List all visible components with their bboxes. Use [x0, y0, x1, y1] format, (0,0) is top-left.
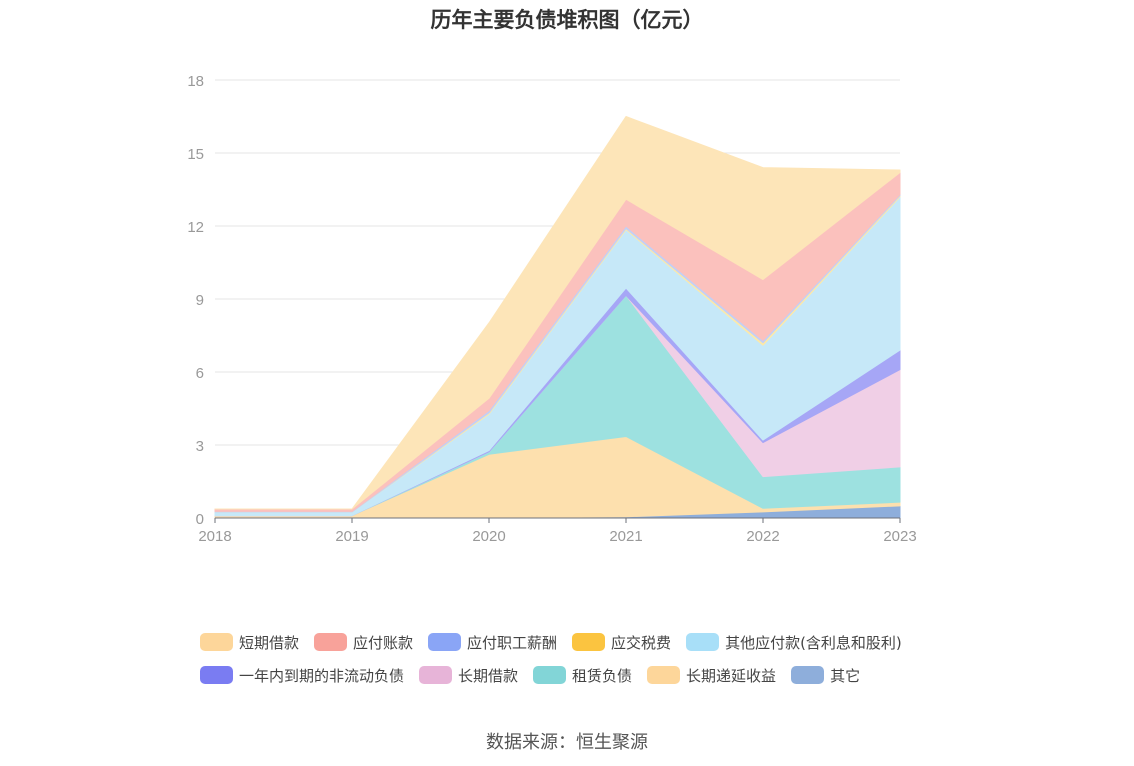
legend-label: 应付职工薪酬 [467, 633, 558, 652]
y-tick-label: 18 [187, 73, 204, 90]
legend-label: 应付账款 [353, 633, 414, 652]
y-tick-label: 15 [187, 146, 204, 163]
y-tick-label: 0 [196, 511, 204, 528]
legend-swatch [200, 633, 233, 651]
legend-item[interactable]: 其他应付款(含利息和股利) [686, 632, 902, 653]
legend-label: 一年内到期的非流动负债 [239, 666, 405, 685]
y-tick-label: 3 [196, 438, 204, 455]
legend-label: 长期递延收益 [686, 666, 777, 685]
legend-swatch [200, 666, 233, 684]
area-短期借款 [214, 116, 901, 510]
x-tick-label: 2018 [198, 528, 231, 545]
legend-row: 短期借款 应付账款 应付职工薪酬 应交税费 其他应付款(含利息和股利) [200, 630, 980, 654]
legend-item[interactable]: 长期递延收益 [647, 665, 776, 686]
legend-swatch [791, 666, 825, 684]
legend-label: 长期借款 [458, 666, 519, 685]
legend-row: 一年内到期的非流动负债 长期借款 租赁负债 长期递延收益 其它 [200, 663, 980, 687]
legend-label: 租赁负债 [572, 666, 633, 685]
legend-item[interactable]: 应付账款 [314, 632, 413, 653]
data-source: 数据来源：恒生聚源 [486, 732, 648, 753]
stacked-area-chart: 0 3 6 9 12 15 18 2018 2019 2020 2021 2022 2023 [187, 73, 916, 545]
x-tick-label: 2022 [746, 528, 779, 545]
chart-title: 历年主要负债堆积图（亿元） [430, 8, 704, 32]
legend-item[interactable]: 应付职工薪酬 [428, 632, 557, 653]
x-tick-label: 2019 [335, 528, 368, 545]
legend-swatch [572, 633, 606, 651]
legend-item[interactable]: 其它 [791, 665, 860, 686]
x-tick-label: 2023 [883, 528, 916, 545]
legend-swatch [647, 666, 681, 684]
legend-label: 其他应付款(含利息和股利) [725, 633, 902, 652]
area-series [214, 116, 901, 519]
legend-item[interactable]: 短期借款 [200, 632, 299, 653]
y-tick-label: 9 [196, 292, 204, 309]
legend-swatch [314, 633, 348, 651]
legend-label: 短期借款 [239, 633, 300, 652]
legend-item[interactable]: 长期借款 [419, 665, 518, 686]
legend: 短期借款 应付账款 应付职工薪酬 应交税费 其他应付款(含利息和股利) 一年内到期的非流… [200, 630, 980, 696]
legend-swatch [686, 633, 720, 651]
legend-swatch [419, 666, 453, 684]
legend-item[interactable]: 租赁负债 [533, 665, 632, 686]
x-tick-label: 2021 [609, 528, 642, 545]
legend-swatch [533, 666, 567, 684]
legend-label: 其它 [830, 666, 861, 685]
y-tick-label: 6 [196, 365, 204, 382]
legend-item[interactable]: 一年内到期的非流动负债 [200, 665, 404, 686]
axes: 0 3 6 9 12 15 18 2018 2019 2020 2021 2022 2023 [187, 73, 916, 545]
x-tick-label: 2020 [472, 528, 505, 545]
y-tick-label: 12 [187, 219, 204, 236]
legend-swatch [428, 633, 462, 651]
legend-label: 应交税费 [611, 633, 672, 652]
legend-item[interactable]: 应交税费 [572, 632, 671, 653]
